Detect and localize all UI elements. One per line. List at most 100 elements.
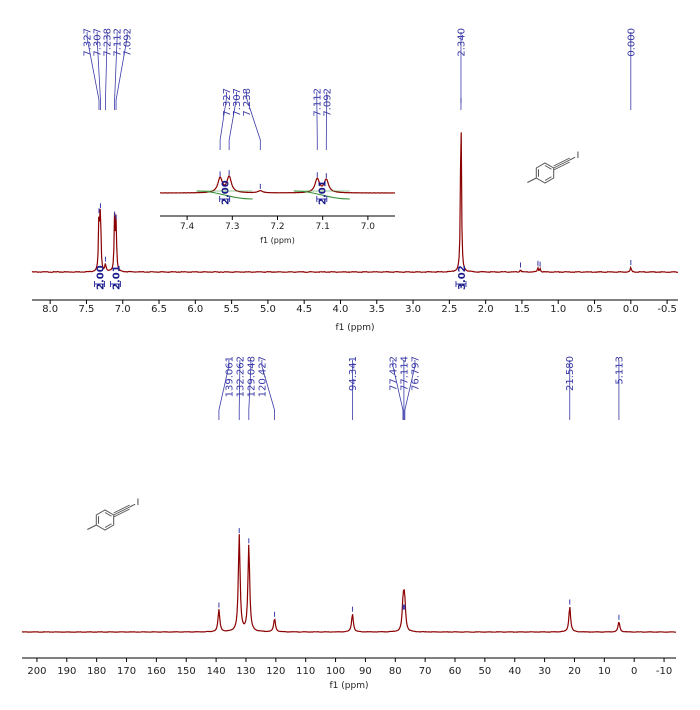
alkyne-triple-bond xyxy=(113,506,130,516)
x-tick-label: 7.0 xyxy=(361,222,376,232)
peak-shift-label: 77.432 xyxy=(388,356,399,391)
integration-value: 2.00 xyxy=(220,180,231,205)
peak-shift-label: 5.113 xyxy=(614,356,625,385)
x-tick-label: 90 xyxy=(359,666,372,677)
peak-leader-line xyxy=(114,32,118,110)
peak-leader-line xyxy=(96,32,101,110)
x-axis-title: f1 (ppm) xyxy=(260,236,295,245)
peak-shift-label: 7.238 xyxy=(103,28,114,57)
peak-shift-label: 2.340 xyxy=(456,28,467,57)
x-tick-label: 190 xyxy=(57,666,76,677)
x-tick-label: -10 xyxy=(656,666,672,677)
x-tick-label: 7.5 xyxy=(78,304,94,315)
structure-drawing-bottom: I xyxy=(87,498,140,531)
proton-nmr-inset: 7.4 7.3 7.2 7.1 7.0f1 (ppm)7.327 7.307 7.238 7.… xyxy=(159,88,396,245)
peak-shift-label: 132.262 xyxy=(235,356,246,397)
integration-value: 3.02 xyxy=(457,265,468,290)
x-tick-label: 3.5 xyxy=(369,304,385,315)
x-tick-label: 0.5 xyxy=(587,304,603,315)
peak-leader-line xyxy=(219,92,227,150)
peak-shift-label: 7.112 xyxy=(113,28,124,57)
ring-double-bond xyxy=(544,176,552,181)
peak-leader-line xyxy=(105,32,108,110)
peak-leader-line xyxy=(404,360,416,420)
integration-value: 2.00 xyxy=(95,265,106,290)
x-tick-label: 2.5 xyxy=(441,304,457,315)
integration-value: 2.01 xyxy=(111,265,122,290)
alkyne-triple-bond xyxy=(113,508,130,518)
x-tick-label: 130 xyxy=(236,666,255,677)
spectrum-trace-13c xyxy=(21,534,677,633)
x-tick-label: 5.5 xyxy=(224,304,240,315)
x-tick-label: 4.0 xyxy=(333,304,349,315)
x-tick-label: 80 xyxy=(389,666,402,677)
x-axis-title: f1 (ppm) xyxy=(330,681,369,691)
ring-double-bond xyxy=(104,512,112,517)
peak-leader-line xyxy=(115,32,128,110)
x-tick-label: 20 xyxy=(568,666,581,677)
peak-shift-label: 7.307 xyxy=(93,28,104,57)
x-tick-label: 7.3 xyxy=(225,222,239,232)
x-tick-label: 180 xyxy=(87,666,106,677)
peak-shift-label: 7.112 xyxy=(312,88,323,117)
x-tick-label: 6.0 xyxy=(187,304,203,315)
alkyne-triple-bond xyxy=(553,159,570,169)
x-tick-label: 60 xyxy=(449,666,462,677)
methyl-bond xyxy=(87,524,97,530)
alkyne-triple-bond xyxy=(113,504,130,514)
x-tick-label: 1.0 xyxy=(550,304,566,315)
peak-shift-label: 7.092 xyxy=(322,88,333,117)
peak-leader-line xyxy=(261,360,275,420)
peak-shift-label: 77.114 xyxy=(399,356,410,391)
x-tick-label: 4.5 xyxy=(296,304,312,315)
x-tick-label: 200 xyxy=(27,666,46,677)
x-tick-label: 0 xyxy=(631,666,637,677)
alkyne-triple-bond xyxy=(553,157,570,167)
peak-leader-line xyxy=(218,360,230,420)
x-tick-label: 7.4 xyxy=(180,222,195,232)
x-axis-title: f1 (ppm) xyxy=(336,323,375,333)
peak-shift-label: 76.797 xyxy=(410,356,421,391)
peak-shift-label: 21.580 xyxy=(565,356,576,391)
peak-shift-label: 0.000 xyxy=(626,28,637,57)
x-tick-label: 70 xyxy=(419,666,432,677)
x-tick-label: 120 xyxy=(266,666,285,677)
peak-shift-label: 94.341 xyxy=(348,356,359,391)
x-tick-label: 110 xyxy=(296,666,315,677)
x-tick-label: 7.2 xyxy=(270,222,284,232)
spectrum-trace-inset xyxy=(159,175,396,194)
alkyne-triple-bond xyxy=(553,161,570,171)
x-tick-label: 7.1 xyxy=(316,222,330,232)
x-tick-label: 140 xyxy=(207,666,226,677)
peak-shift-label: 120.427 xyxy=(257,356,268,397)
peak-shift-label: 7.307 xyxy=(232,88,243,117)
x-tick-label: 8.0 xyxy=(42,304,58,315)
x-tick-label: 50 xyxy=(479,666,492,677)
ring-double-bond xyxy=(104,523,112,528)
peak-leader-line xyxy=(392,360,404,420)
x-tick-label: 30 xyxy=(538,666,551,677)
peak-leader-line xyxy=(248,360,252,420)
x-tick-label: 150 xyxy=(177,666,196,677)
x-tick-label: 1.5 xyxy=(514,304,530,315)
iodine-bond xyxy=(569,156,576,161)
x-tick-label: -0.5 xyxy=(657,304,677,315)
proton-nmr-spectrum: 8.0 7.5 7.0 6.5 6.0 5.5 5.0 4.5 4.0 3.5 3.0 2.5 2.0 1… xyxy=(31,28,679,333)
iodine-atom-label: I xyxy=(137,498,140,508)
structure-drawing-top: I xyxy=(527,151,580,184)
x-tick-label: 6.5 xyxy=(151,304,167,315)
carbon-nmr-spectrum: 200 190 180 170 160 150 140 130 120 110 100 90 80 70 6… xyxy=(21,356,677,691)
iodine-atom-label: I xyxy=(577,151,580,161)
peak-shift-label: 7.092 xyxy=(123,28,134,57)
spectrum-trace-1h xyxy=(31,132,679,273)
x-tick-label: 2.0 xyxy=(478,304,494,315)
x-tick-label: 40 xyxy=(508,666,521,677)
x-tick-label: 170 xyxy=(117,666,136,677)
peak-leader-line xyxy=(86,32,100,110)
methyl-bond xyxy=(527,177,537,183)
integration-value: 2.01 xyxy=(318,180,329,205)
ring-double-bond xyxy=(544,165,552,170)
x-tick-label: 0.0 xyxy=(623,304,639,315)
x-tick-label: 3.0 xyxy=(405,304,421,315)
